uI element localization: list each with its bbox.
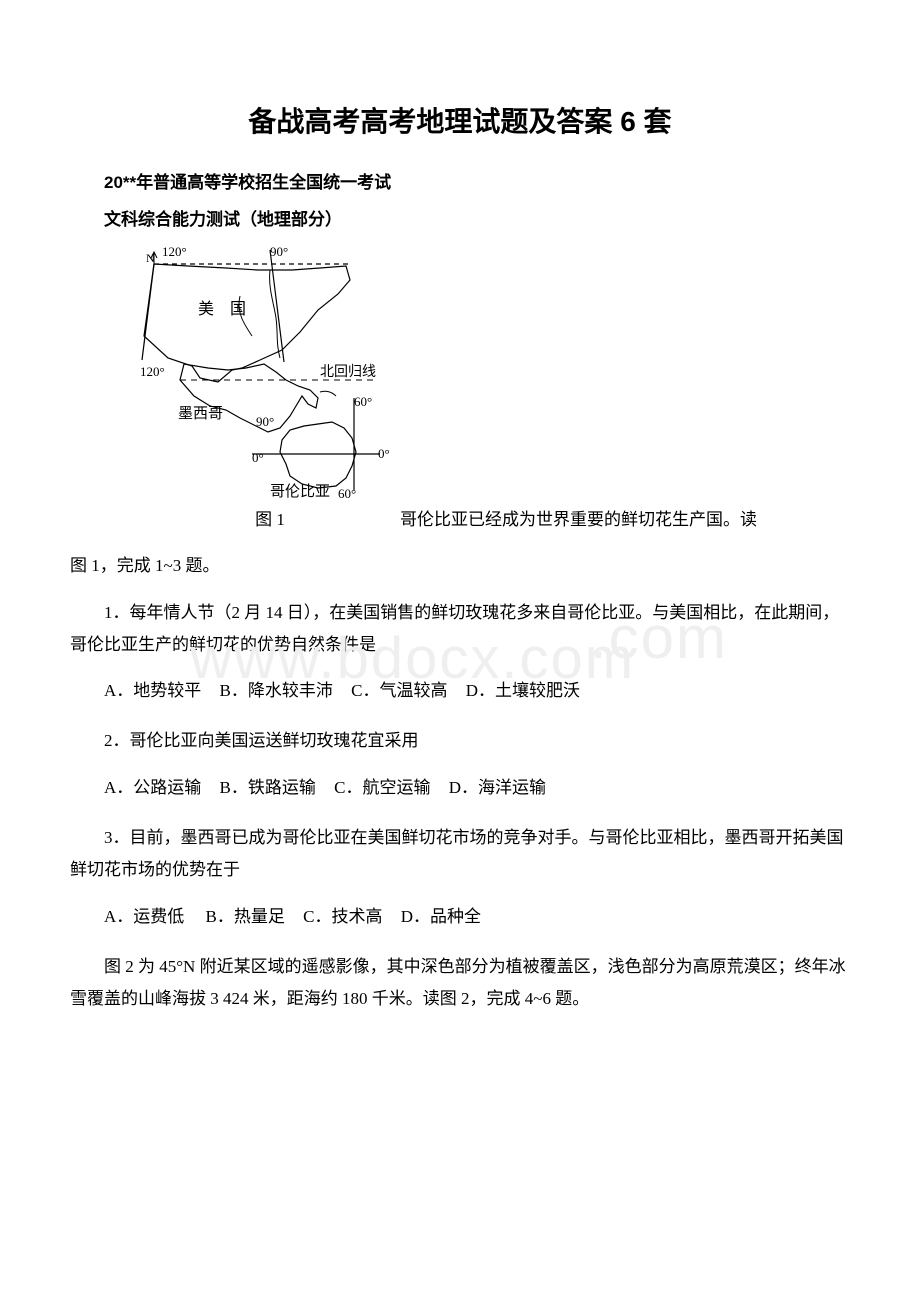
q1-opt-a: A．地势较平 <box>104 681 201 700</box>
label-top-120: 120° <box>162 244 187 259</box>
label-top-90: 90° <box>270 244 288 259</box>
label-zero-left: 0° <box>252 450 264 465</box>
q3-opt-b: B．热量足 <box>206 907 285 926</box>
label-left-120: 120° <box>140 364 165 379</box>
exam-header-subject: 文科综合能力测试（地理部分） <box>70 205 850 230</box>
label-tropic: 北回归线 <box>320 363 376 380</box>
figure-1-caption-label: 图 1 <box>140 504 400 536</box>
label-mid-90: 90° <box>256 414 274 429</box>
map-svg: N 120° 90° 美 国 120° 北回归线 墨西哥 <box>140 240 400 500</box>
q1-options: A．地势较平 B．降水较丰沛 C．气温较高 D．土壤较肥沃 <box>70 675 850 707</box>
figure-1-caption-row: 图 1哥伦比亚已经成为世界重要的鲜切花生产国。读 <box>70 504 850 536</box>
q1-opt-d: D．土壤较肥沃 <box>466 681 580 700</box>
label-mexico: 墨西哥 <box>178 406 223 422</box>
q2-stem: 2．哥伦比亚向美国运送鲜切玫瑰花宜采用 <box>70 725 850 757</box>
q2-opt-b: B．铁路运输 <box>220 778 316 797</box>
page-title: 备战高考高考地理试题及答案 6 套 <box>70 100 850 140</box>
q3-opt-a: A．运费低 <box>104 907 184 926</box>
q1-stem: 1．每年情人节（2 月 14 日），在美国销售的鲜切玫瑰花多来自哥伦比亚。与美国… <box>70 597 850 662</box>
label-colombia: 哥伦比亚 <box>270 483 330 500</box>
figure-1: N 120° 90° 美 国 120° 北回归线 墨西哥 <box>140 240 850 500</box>
q3-stem: 3．目前，墨西哥已成为哥伦比亚在美国鲜切花市场的竞争对手。与哥伦比亚相比，墨西哥… <box>70 822 850 887</box>
q4-6-intro: 图 2 为 45°N 附近某区域的遥感影像，其中深色部分为植被覆盖区，浅色部分为… <box>70 951 850 1016</box>
q1-opt-b: B．降水较丰沛 <box>220 681 333 700</box>
q3-opt-c: C．技术高 <box>303 907 382 926</box>
exam-header-year: 20**年普通高等学校招生全国统一考试 <box>70 168 850 193</box>
q1-opt-c: C．气温较高 <box>351 681 447 700</box>
figure-1-caption-line2: 图 1，完成 1~3 题。 <box>70 550 850 582</box>
label-zero-right: 0° <box>378 446 390 461</box>
label-bottom-60: 60° <box>338 486 356 500</box>
q2-opt-d: D．海洋运输 <box>449 778 546 797</box>
label-right-60: 60° <box>354 394 372 409</box>
q2-opt-a: A．公路运输 <box>104 778 201 797</box>
label-usa: 美 国 <box>198 300 246 318</box>
q3-options: A．运费低 B．热量足 C．技术高 D．品种全 <box>70 901 850 933</box>
q2-opt-c: C．航空运输 <box>334 778 430 797</box>
q3-opt-d: D．品种全 <box>401 907 481 926</box>
q2-options: A．公路运输 B．铁路运输 C．航空运输 D．海洋运输 <box>70 772 850 804</box>
figure-1-caption-text: 哥伦比亚已经成为世界重要的鲜切花生产国。读 <box>400 510 757 529</box>
